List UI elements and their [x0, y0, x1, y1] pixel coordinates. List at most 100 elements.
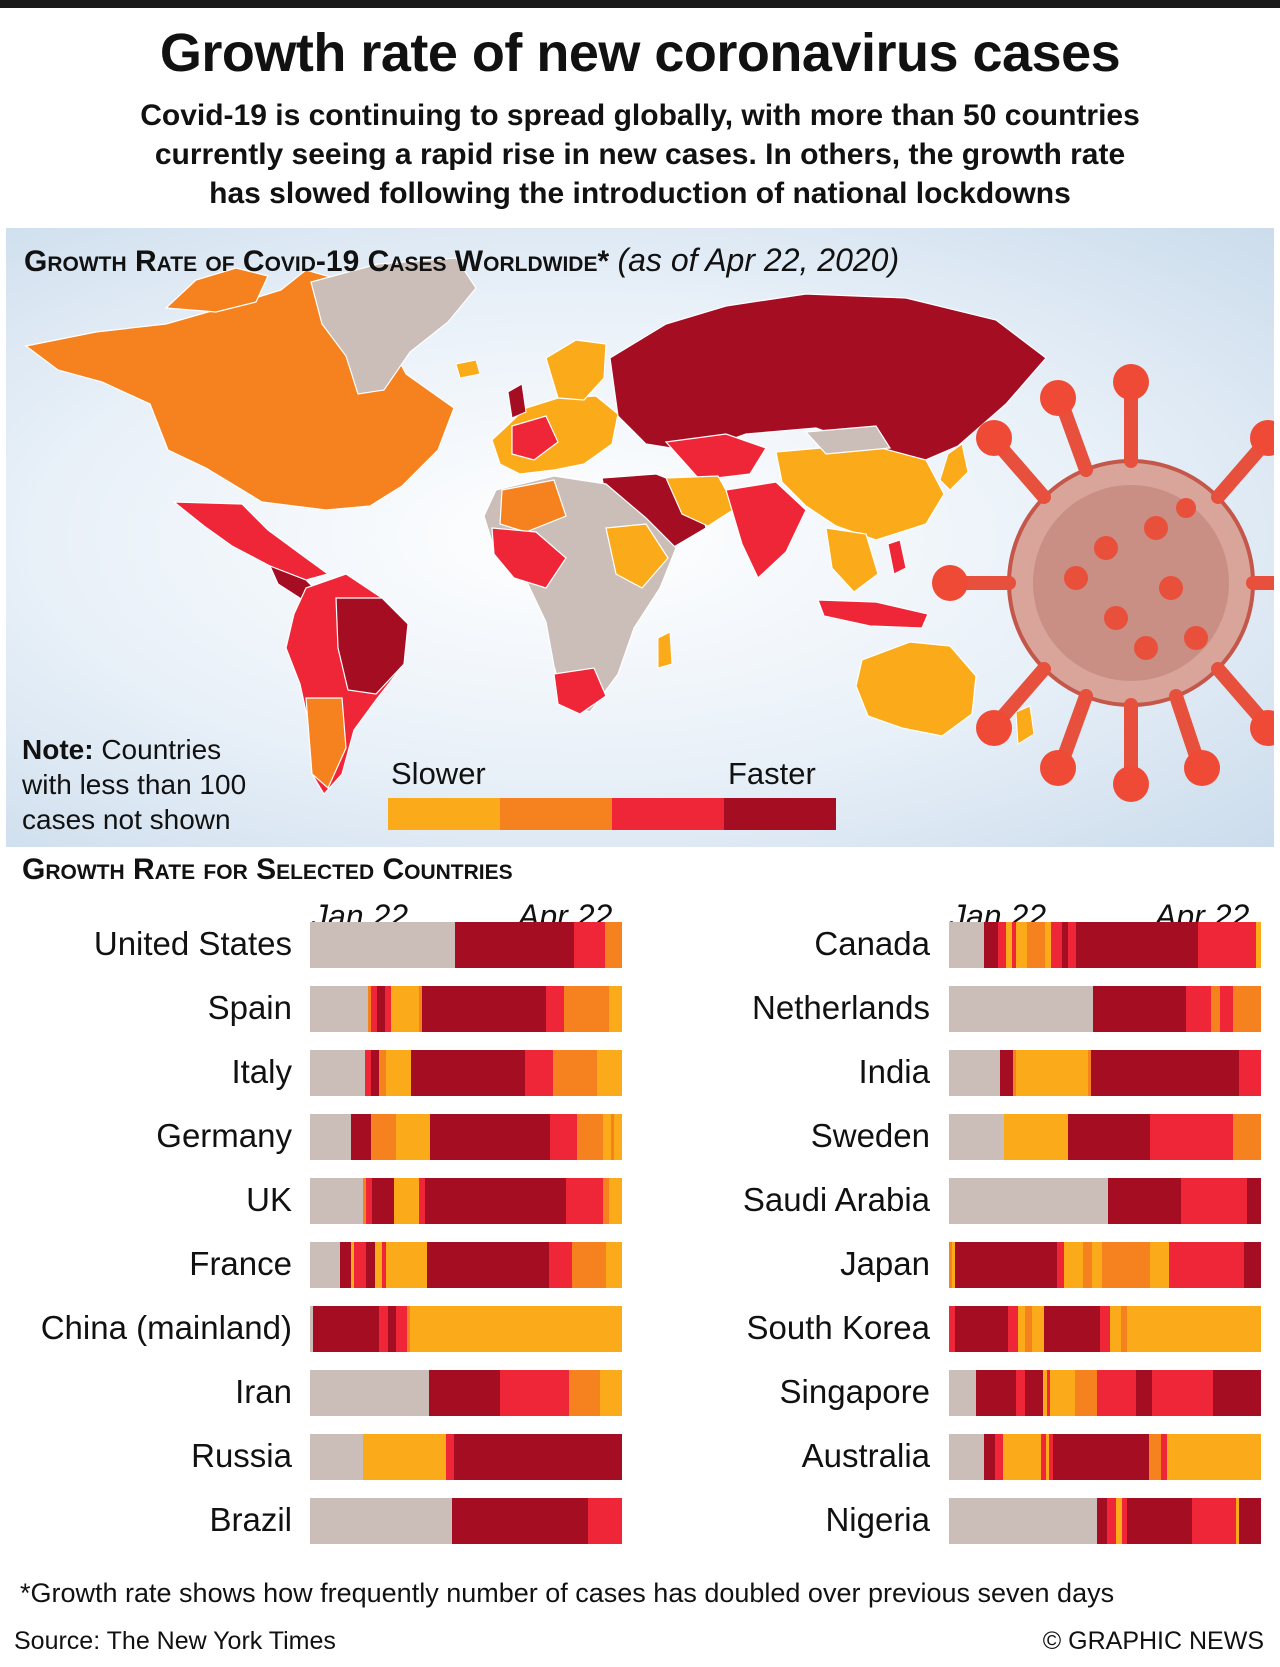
map-kazakhstan	[664, 433, 767, 481]
bar-segment-slower	[952, 1242, 956, 1288]
country-label: Russia	[191, 1437, 292, 1474]
map-philippines	[887, 539, 907, 575]
bar-segment-faster	[955, 1306, 1009, 1352]
bar-segment-slow	[1211, 986, 1221, 1032]
bar-segment-slow	[363, 1178, 367, 1224]
bar-segment-slower	[1005, 922, 1012, 968]
bar-segment-fast	[1161, 1434, 1168, 1480]
country-label: Japan	[840, 1245, 930, 1282]
bar-segment-slower	[1213, 1434, 1261, 1480]
bar-segment-slow	[1087, 1050, 1091, 1096]
bar-segment-slower	[1126, 1306, 1261, 1352]
bar-segment-fast	[1100, 1306, 1110, 1352]
bar-segment-slow	[1148, 1434, 1162, 1480]
bar-segment-faster	[1136, 1370, 1152, 1416]
bar-segment-slow	[1075, 1370, 1098, 1416]
bar-segment-faster	[350, 1114, 371, 1160]
bar-segment-fast	[1048, 1434, 1054, 1480]
credit: © GRAPHIC NEWS	[1042, 1627, 1264, 1655]
country-growth-bar	[310, 1434, 622, 1480]
bar-segment-slower	[375, 1242, 382, 1288]
bar-segment-faster	[1062, 922, 1069, 968]
bar-segment-faster	[1243, 1242, 1261, 1288]
bar-segment-slower	[1031, 1306, 1045, 1352]
map-west-africa	[491, 527, 567, 589]
bar-segment-fast	[1016, 1370, 1026, 1416]
bar-segment-slower	[1167, 1434, 1214, 1480]
bar-segment-slow	[367, 986, 371, 1032]
country-label: Singapore	[779, 1373, 930, 1410]
bar-segment-fast	[378, 1306, 388, 1352]
bar-segment-slow	[576, 1114, 604, 1160]
bar-segment-faster	[366, 1242, 376, 1288]
bar-segment-fast	[366, 1178, 373, 1224]
bar-segment-slower	[1050, 1370, 1076, 1416]
country-growth-bar	[949, 1434, 1261, 1480]
bar-segment-faster	[387, 1306, 396, 1352]
bar-segment-slower	[1016, 1050, 1088, 1096]
map-heading-text: Growth Rate of Covid-19 Cases Worldwide*	[24, 245, 610, 278]
bar-segment-faster	[984, 922, 998, 968]
bar-segment-fast	[1008, 1306, 1018, 1352]
bar-segment-slow	[1120, 1306, 1127, 1352]
country-label: Australia	[801, 1437, 930, 1474]
bar-segment-fast	[1106, 1498, 1116, 1544]
country-label: China (mainland)	[40, 1309, 292, 1346]
bar-segment-fast	[995, 1434, 1003, 1480]
bar-segment-none	[310, 1242, 340, 1288]
bar-segment-slow	[949, 1242, 953, 1288]
bar-segment-fast	[1151, 1370, 1213, 1416]
bar-segment-slow	[1101, 1242, 1151, 1288]
footnote: *Growth rate shows how frequently number…	[20, 1578, 1115, 1608]
bar-segment-fast	[565, 1178, 604, 1224]
bar-segment-faster	[453, 1434, 622, 1480]
country-growth-bar	[949, 1114, 1261, 1160]
map-south-africa	[553, 667, 607, 715]
bar-segment-faster	[313, 1306, 379, 1352]
country-growth-bar	[949, 922, 1261, 968]
bar-segment-fast	[1186, 986, 1212, 1032]
bar-segment-faster	[428, 1370, 501, 1416]
country-label: Italy	[231, 1053, 292, 1090]
bar-segment-fast	[525, 1050, 554, 1096]
country-growth-bar	[949, 1306, 1261, 1352]
bar-segment-faster	[1000, 1050, 1013, 1096]
bar-segment-fast	[1068, 922, 1076, 968]
country-label: France	[189, 1245, 292, 1282]
map-iceland	[455, 359, 481, 379]
country-label: Netherlands	[752, 989, 930, 1026]
bar-segment-none	[949, 1114, 1004, 1160]
map-date: (as of Apr 22, 2020)	[617, 242, 900, 278]
legend-slower-label: Slower	[391, 756, 486, 791]
bar-segment-slow	[1232, 986, 1261, 1032]
bar-segment-none	[310, 1498, 452, 1544]
country-growth-bar	[949, 1050, 1261, 1096]
bar-segment-fast	[353, 1242, 367, 1288]
bar-segment-fast	[370, 986, 378, 1032]
country-label: Canada	[814, 925, 930, 962]
bar-segment-fast	[1239, 1050, 1261, 1096]
country-growth-bar	[310, 1306, 622, 1352]
bar-segment-slow	[603, 1178, 610, 1224]
bar-segment-none	[949, 922, 985, 968]
bar-segment-slow	[419, 986, 423, 1032]
bar-segment-slower	[1115, 1498, 1123, 1544]
country-label: Brazil	[209, 1501, 292, 1538]
map-mongolia	[804, 425, 892, 455]
legend-scale	[388, 798, 836, 830]
bar-segment-slower	[350, 1242, 354, 1288]
map-australia	[855, 641, 977, 737]
bar-segment-slower	[1045, 1434, 1049, 1480]
country-growth-bar	[949, 1242, 1261, 1288]
bar-segment-slower	[409, 1306, 622, 1352]
bar-segment-fast	[1056, 1242, 1065, 1288]
map-china	[775, 443, 945, 541]
legend-swatch-slow	[500, 798, 612, 830]
world-map-panel: Growth Rate of Covid-19 Cases Worldwide*…	[6, 228, 1274, 847]
map-arctic-canada	[164, 267, 269, 313]
bar-segment-fast	[1198, 922, 1257, 968]
bar-segment-fast	[1051, 922, 1063, 968]
bar-segment-faster	[1239, 1498, 1261, 1544]
bar-segment-fast	[500, 1370, 569, 1416]
country-label: Spain	[207, 989, 292, 1026]
